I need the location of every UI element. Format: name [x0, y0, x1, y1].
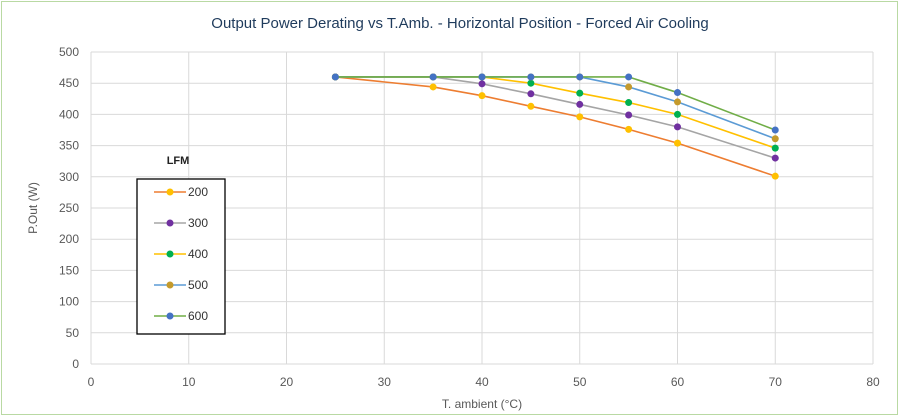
- data-point-600: [331, 73, 339, 81]
- x-tick-label: 40: [475, 375, 489, 389]
- legend-label-600: 600: [188, 309, 208, 323]
- x-tick-label: 50: [573, 375, 587, 389]
- data-point-600: [625, 73, 633, 81]
- legend-marker-300: [166, 219, 174, 227]
- legend-label-200: 200: [188, 185, 208, 199]
- legend-marker-600: [166, 312, 174, 320]
- legend-marker-200: [166, 188, 174, 196]
- series-line-500: [335, 76, 776, 140]
- data-point-400: [771, 144, 779, 152]
- data-point-200: [576, 113, 584, 121]
- legend-label-400: 400: [188, 247, 208, 261]
- x-tick-label: 80: [866, 375, 880, 389]
- y-tick-label: 0: [72, 357, 79, 371]
- data-point-200: [674, 139, 681, 147]
- y-tick-label: 400: [59, 107, 79, 121]
- data-point-600: [429, 73, 437, 81]
- x-tick-label: 0: [88, 375, 95, 389]
- y-tick-label: 450: [59, 76, 79, 90]
- y-tick-label: 100: [59, 295, 79, 309]
- data-point-400: [576, 89, 584, 97]
- legend-box: [136, 178, 226, 335]
- data-point-600: [527, 73, 535, 81]
- data-point-500: [625, 83, 633, 91]
- data-point-300: [771, 154, 779, 162]
- legend-marker-400: [166, 250, 174, 258]
- data-point-200: [527, 102, 535, 110]
- data-point-300: [625, 111, 633, 119]
- data-point-300: [576, 100, 584, 108]
- y-tick-label: 150: [59, 263, 79, 277]
- data-point-600: [771, 126, 779, 134]
- x-tick-label: 10: [182, 375, 196, 389]
- legend-marker-500: [166, 281, 174, 289]
- data-point-400: [527, 79, 535, 87]
- series-line-600: [335, 76, 776, 131]
- data-point-200: [429, 83, 437, 91]
- x-tick-label: 60: [671, 375, 685, 389]
- x-tick-label: 20: [280, 375, 294, 389]
- data-point-300: [674, 123, 681, 131]
- y-tick-label: 50: [66, 326, 80, 340]
- data-point-600: [674, 89, 681, 97]
- data-point-200: [478, 92, 486, 100]
- x-tick-label: 70: [769, 375, 783, 389]
- x-axis-label: T. ambient (°C): [442, 397, 522, 411]
- y-axis-label: P.Out (W): [26, 182, 40, 234]
- series-line-300: [335, 76, 776, 159]
- data-point-400: [674, 110, 681, 118]
- x-tick-label: 30: [378, 375, 392, 389]
- legend-title: LFM: [167, 155, 190, 167]
- y-tick-label: 500: [59, 45, 79, 59]
- y-tick-label: 250: [59, 201, 79, 215]
- data-point-200: [625, 125, 633, 133]
- legend-label-500: 500: [188, 278, 208, 292]
- data-point-200: [771, 172, 779, 180]
- y-tick-label: 300: [59, 170, 79, 184]
- data-point-300: [478, 80, 486, 88]
- series-line-200: [335, 76, 776, 177]
- data-point-500: [674, 98, 681, 106]
- data-point-300: [527, 90, 535, 98]
- y-tick-label: 200: [59, 232, 79, 246]
- chart-title: Output Power Derating vs T.Amb. - Horizo…: [211, 15, 708, 32]
- data-point-500: [771, 135, 779, 143]
- data-point-600: [576, 73, 584, 81]
- data-point-400: [625, 99, 633, 107]
- y-tick-label: 350: [59, 139, 79, 153]
- data-point-600: [478, 73, 486, 81]
- legend-label-300: 300: [188, 216, 208, 230]
